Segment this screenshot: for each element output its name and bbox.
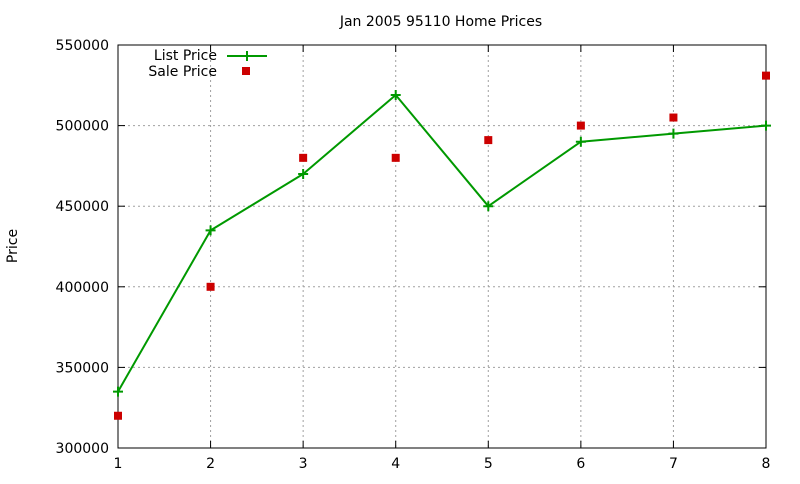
data-point-sale-price: [299, 153, 308, 162]
x-tick-label: 2: [206, 456, 215, 472]
x-tick-label: 3: [299, 456, 308, 472]
data-point-sale-price: [762, 71, 770, 80]
x-axis-ticks: 1 2 3 4 5 6 7 8: [114, 45, 771, 472]
legend-marker-sale-price: [242, 67, 250, 75]
y-axis-ticks: 300000 350000 400000 450000 500000 550000: [56, 38, 766, 457]
data-point-list-price: [298, 168, 309, 179]
data-point-sale-price: [576, 121, 585, 130]
legend-marker-list-price: [242, 51, 252, 61]
x-tick-label: 4: [391, 456, 400, 472]
data-point-list-price: [205, 225, 216, 236]
series-marks: [113, 71, 771, 420]
chart-title: Jan 2005 95110 Home Prices: [339, 14, 542, 30]
data-point-list-price: [761, 120, 771, 131]
data-point-sale-price: [669, 113, 678, 122]
x-tick-label: 6: [576, 456, 585, 472]
data-point-sale-price: [391, 153, 400, 162]
data-point-list-price: [113, 386, 123, 397]
grid-lines: [118, 45, 766, 448]
x-tick-label: 5: [484, 456, 493, 472]
y-tick-label: 400000: [56, 280, 109, 296]
data-point-sale-price: [206, 282, 215, 291]
data-point-list-price: [668, 128, 679, 139]
x-tick-label: 7: [669, 456, 678, 472]
y-tick-label: 500000: [56, 119, 109, 135]
x-tick-label: 8: [762, 456, 771, 472]
data-point-list-price: [575, 136, 586, 147]
data-point-sale-price: [114, 411, 122, 420]
data-point-list-price: [390, 89, 401, 100]
legend-label-list-price: List Price: [154, 48, 217, 64]
y-tick-label: 550000: [56, 38, 109, 54]
legend: List Price Sale Price: [148, 48, 267, 80]
plot-frame: [117, 44, 767, 449]
y-axis-label: Price: [5, 229, 21, 263]
data-point-list-price: [483, 201, 494, 212]
legend-label-sale-price: Sale Price: [148, 64, 217, 80]
y-tick-label: 350000: [56, 360, 109, 376]
y-tick-label: 450000: [56, 199, 109, 215]
y-tick-label: 300000: [56, 441, 109, 457]
data-point-sale-price: [484, 136, 493, 145]
series-line-list-price: [117, 93, 767, 393]
x-tick-label: 1: [114, 456, 123, 472]
